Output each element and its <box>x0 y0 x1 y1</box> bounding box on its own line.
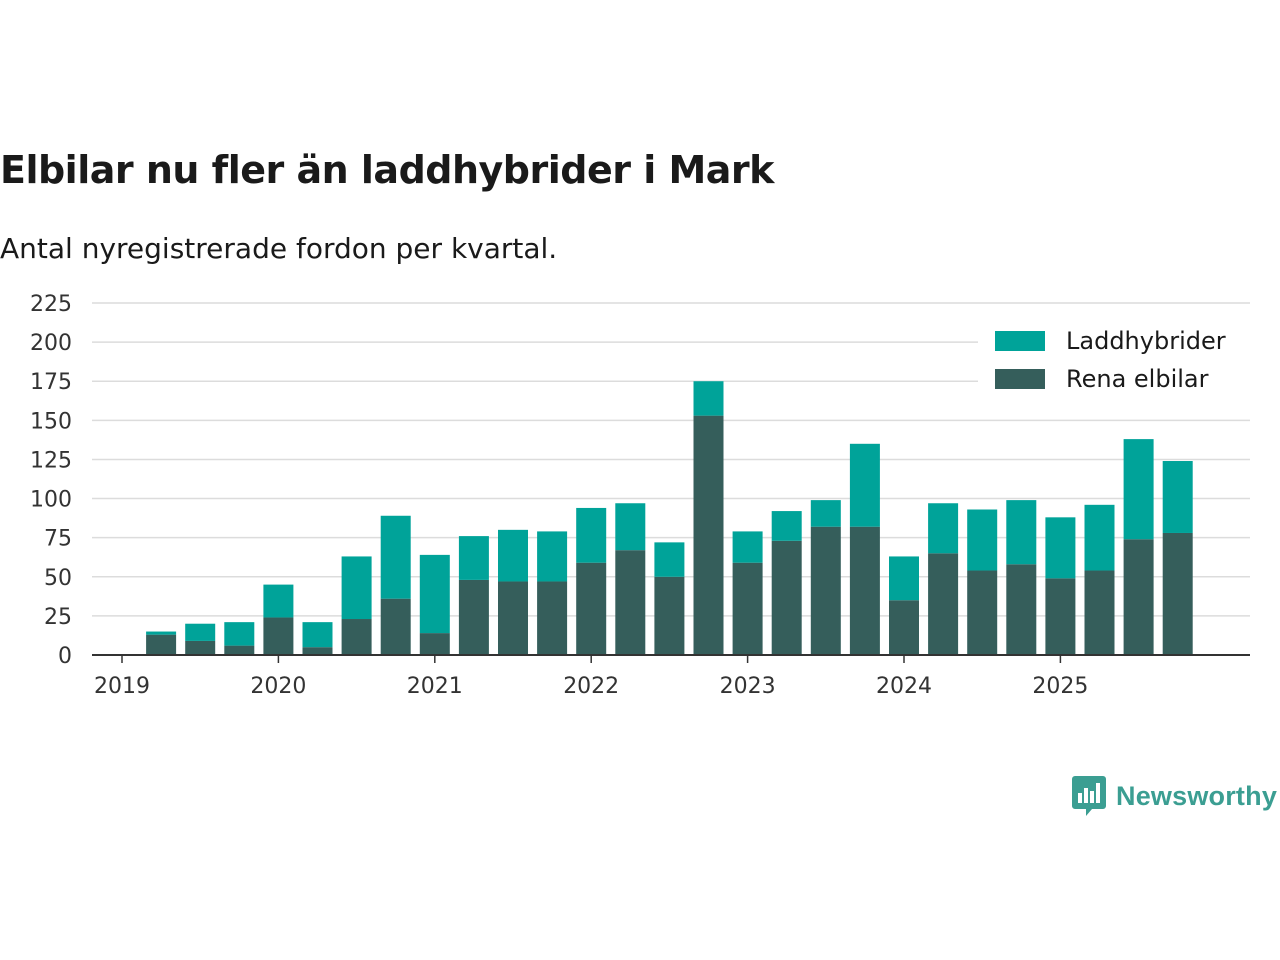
y-tick-label: 25 <box>44 605 72 630</box>
bar-laddhybrider <box>576 507 607 563</box>
newsworthy-logo-icon <box>1072 776 1106 816</box>
x-axis: 2019 2020 2021 2022 2023 2024 2025 <box>92 654 1250 699</box>
bar-laddhybrider <box>1123 439 1154 540</box>
x-tick-label: 2020 <box>250 674 306 699</box>
y-tick-label: 75 <box>44 527 72 552</box>
bar-laddhybrider <box>537 531 568 582</box>
bar-laddhybrider <box>615 503 646 551</box>
x-tick-label: 2023 <box>720 674 776 699</box>
y-tick-label: 100 <box>30 488 72 513</box>
y-tick-label: 200 <box>30 331 72 356</box>
bar-rena-elbilar <box>146 634 177 655</box>
bar-laddhybrider <box>302 622 333 648</box>
bar-rena-elbilar <box>263 617 294 655</box>
bar-rena-elbilar <box>967 570 998 655</box>
bar-rena-elbilar <box>1045 578 1076 655</box>
y-tick-label: 125 <box>30 448 72 473</box>
bar-rena-elbilar <box>224 645 255 655</box>
bar-laddhybrider <box>928 503 959 554</box>
newsworthy-logo-text: Newsworthy <box>1116 780 1278 811</box>
x-tick-label: 2021 <box>407 674 463 699</box>
y-tick-label: 50 <box>44 566 72 591</box>
x-tick-label: 2024 <box>876 674 932 699</box>
bars <box>146 381 1193 655</box>
bar-laddhybrider <box>380 515 411 599</box>
bar-laddhybrider <box>419 554 450 634</box>
legend-label: Rena elbilar <box>1066 365 1209 393</box>
bar-rena-elbilar <box>341 619 372 655</box>
y-axis: 0 25 50 75 100 125 150 175 200 225 <box>30 292 72 669</box>
bar-rena-elbilar <box>1006 564 1037 655</box>
bar-rena-elbilar <box>1084 570 1115 655</box>
bar-rena-elbilar <box>185 640 216 655</box>
bar-laddhybrider <box>341 556 372 620</box>
y-tick-label: 175 <box>30 370 72 395</box>
newsworthy-logo: Newsworthy <box>1072 776 1277 816</box>
chart-title: Elbilar nu fler än laddhybrider i Mark <box>0 148 774 192</box>
bar-laddhybrider <box>224 622 255 646</box>
bar-laddhybrider <box>146 631 177 635</box>
bar-rena-elbilar <box>693 415 724 655</box>
bar-rena-elbilar <box>615 550 646 655</box>
bar-laddhybrider <box>732 531 763 563</box>
legend-swatch <box>995 369 1045 389</box>
bar-laddhybrider <box>654 542 685 577</box>
bar-rena-elbilar <box>732 562 763 655</box>
bar-rena-elbilar <box>498 581 528 655</box>
bar-laddhybrider <box>889 556 919 601</box>
bar-laddhybrider <box>967 509 998 571</box>
chart-subtitle: Antal nyregistrerade fordon per kvartal. <box>0 232 558 265</box>
bar-laddhybrider <box>1084 504 1115 571</box>
legend: Laddhybrider Rena elbilar <box>978 323 1262 397</box>
x-tick-label: 2025 <box>1032 674 1088 699</box>
bar-rena-elbilar <box>419 633 450 655</box>
y-tick-label: 150 <box>30 409 72 434</box>
y-tick-label: 225 <box>30 292 72 317</box>
bar-laddhybrider <box>458 536 489 580</box>
bar-rena-elbilar <box>771 540 802 655</box>
bar-laddhybrider <box>263 584 294 618</box>
bar-laddhybrider <box>693 381 724 416</box>
bar-rena-elbilar <box>889 600 919 655</box>
bar-laddhybrider <box>185 623 216 641</box>
bar-rena-elbilar <box>537 581 568 655</box>
bar-laddhybrider <box>810 500 841 527</box>
bar-laddhybrider <box>771 511 802 541</box>
bar-rena-elbilar <box>654 576 685 655</box>
legend-label: Laddhybrider <box>1066 327 1226 355</box>
x-tick-label: 2022 <box>563 674 619 699</box>
bar-rena-elbilar <box>380 598 411 655</box>
bar-rena-elbilar <box>810 526 841 655</box>
bar-laddhybrider <box>1006 500 1037 565</box>
bar-laddhybrider <box>1045 517 1076 579</box>
bar-rena-elbilar <box>928 553 959 655</box>
bar-rena-elbilar <box>302 647 333 655</box>
bar-laddhybrider <box>849 443 880 527</box>
y-tick-label: 0 <box>58 644 72 669</box>
bar-laddhybrider <box>498 529 528 582</box>
bar-rena-elbilar <box>849 526 880 655</box>
x-tick-label: 2019 <box>94 674 150 699</box>
bar-rena-elbilar <box>1123 539 1154 655</box>
bar-rena-elbilar <box>458 579 489 655</box>
bar-rena-elbilar <box>576 562 607 655</box>
legend-swatch <box>995 331 1045 351</box>
bar-rena-elbilar <box>1162 532 1193 655</box>
bar-laddhybrider <box>1162 461 1193 533</box>
